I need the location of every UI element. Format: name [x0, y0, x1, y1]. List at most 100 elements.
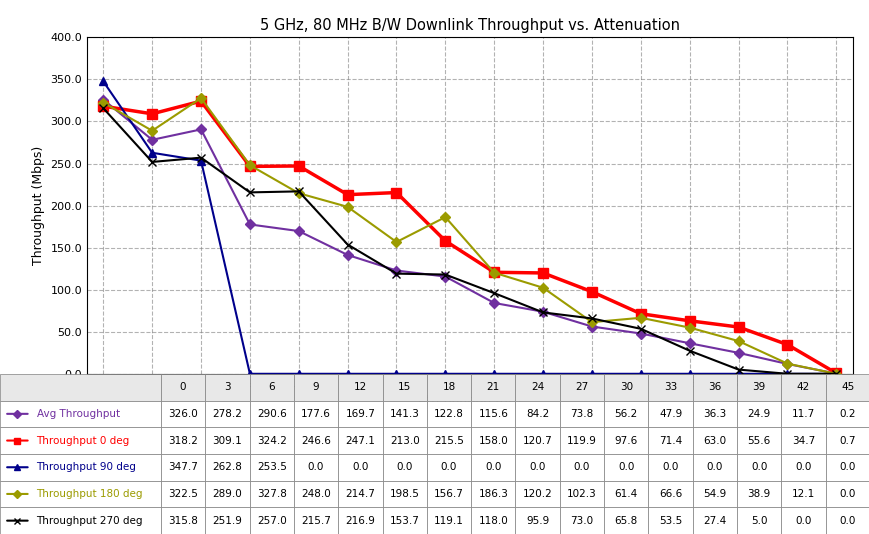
- Text: 63.0: 63.0: [702, 436, 726, 445]
- Throughput 270 deg: [488, 290, 499, 296]
- Bar: [382, 374, 427, 400]
- Text: 0.0: 0.0: [617, 462, 634, 472]
- Line: Throughput 180 deg: Throughput 180 deg: [100, 95, 839, 378]
- Text: 247.1: 247.1: [345, 436, 375, 445]
- Bar: [205, 427, 249, 454]
- Throughput 0 deg: [391, 190, 401, 196]
- Bar: [427, 454, 471, 481]
- Text: 278.2: 278.2: [212, 409, 242, 419]
- Text: 53.5: 53.5: [658, 516, 681, 525]
- Bar: [647, 507, 692, 534]
- Bar: [780, 427, 825, 454]
- Text: 158.0: 158.0: [478, 436, 507, 445]
- Text: 0.0: 0.0: [352, 462, 368, 472]
- Bar: [692, 507, 736, 534]
- Text: 11.7: 11.7: [791, 409, 814, 419]
- Throughput 180 deg: [781, 360, 792, 367]
- Bar: [514, 374, 559, 400]
- Text: 73.8: 73.8: [570, 409, 593, 419]
- Throughput 180 deg: [537, 285, 547, 291]
- Throughput 270 deg: [537, 309, 547, 316]
- Throughput 0 deg: [147, 111, 157, 117]
- Throughput 90 deg: [586, 371, 596, 377]
- Text: 33: 33: [663, 382, 676, 392]
- Throughput 270 deg: [830, 371, 840, 377]
- Bar: [559, 374, 603, 400]
- Throughput 90 deg: [684, 371, 694, 377]
- Text: 42: 42: [796, 382, 809, 392]
- Text: 347.7: 347.7: [168, 462, 198, 472]
- Text: 120.2: 120.2: [522, 489, 552, 499]
- Text: 122.8: 122.8: [434, 409, 463, 419]
- Text: 318.2: 318.2: [168, 436, 198, 445]
- Bar: [825, 374, 869, 400]
- Bar: [338, 374, 382, 400]
- Text: 5.0: 5.0: [750, 516, 766, 525]
- Bar: [692, 400, 736, 427]
- Text: Throughput 90 deg: Throughput 90 deg: [36, 462, 136, 472]
- Bar: [736, 454, 780, 481]
- Throughput 270 deg: [147, 159, 157, 165]
- Text: 95.9: 95.9: [526, 516, 548, 525]
- Throughput 180 deg: [342, 203, 353, 210]
- Text: 0.0: 0.0: [839, 489, 855, 499]
- Throughput 0 deg: [635, 311, 646, 317]
- Bar: [647, 481, 692, 507]
- Bar: [249, 481, 294, 507]
- Avg Throughput: [684, 340, 694, 347]
- Throughput 0 deg: [293, 163, 303, 169]
- Bar: [692, 454, 736, 481]
- Y-axis label: Throughput (Mbps): Throughput (Mbps): [32, 146, 45, 265]
- Avg Throughput: [488, 300, 499, 306]
- Text: 102.3: 102.3: [567, 489, 596, 499]
- Avg Throughput: [196, 126, 206, 132]
- Bar: [780, 507, 825, 534]
- Bar: [205, 507, 249, 534]
- Bar: [427, 481, 471, 507]
- Text: 153.7: 153.7: [389, 516, 419, 525]
- Bar: [205, 374, 249, 400]
- Throughput 180 deg: [488, 270, 499, 276]
- Text: Avg Throughput: Avg Throughput: [36, 409, 120, 419]
- Text: 198.5: 198.5: [389, 489, 419, 499]
- Bar: [559, 400, 603, 427]
- Throughput 90 deg: [342, 371, 353, 377]
- Bar: [825, 400, 869, 427]
- Throughput 90 deg: [98, 78, 109, 84]
- Bar: [161, 427, 205, 454]
- Bar: [427, 427, 471, 454]
- Avg Throughput: [98, 97, 109, 103]
- Throughput 180 deg: [98, 99, 109, 106]
- Text: 118.0: 118.0: [478, 516, 507, 525]
- Text: 3: 3: [224, 382, 230, 392]
- Bar: [294, 427, 338, 454]
- Bar: [161, 400, 205, 427]
- Throughput 90 deg: [781, 371, 792, 377]
- Text: 214.7: 214.7: [345, 489, 375, 499]
- Bar: [825, 427, 869, 454]
- Text: 326.0: 326.0: [168, 409, 198, 419]
- Bar: [514, 507, 559, 534]
- Text: 0.0: 0.0: [308, 462, 324, 472]
- Text: 327.8: 327.8: [256, 489, 287, 499]
- Text: 216.9: 216.9: [345, 516, 375, 525]
- Text: 73.0: 73.0: [570, 516, 593, 525]
- Throughput 90 deg: [488, 371, 499, 377]
- Bar: [647, 427, 692, 454]
- Bar: [471, 454, 514, 481]
- Text: 0.0: 0.0: [839, 516, 855, 525]
- Bar: [382, 427, 427, 454]
- Avg Throughput: [244, 221, 255, 227]
- Bar: [161, 454, 205, 481]
- Throughput 0 deg: [830, 370, 840, 376]
- Text: 0.0: 0.0: [529, 462, 545, 472]
- Throughput 0 deg: [537, 270, 547, 276]
- Text: 45: 45: [840, 382, 853, 392]
- Text: 115.6: 115.6: [478, 409, 507, 419]
- Avg Throughput: [440, 273, 450, 280]
- Line: Throughput 270 deg: Throughput 270 deg: [99, 104, 839, 378]
- Throughput 90 deg: [391, 371, 401, 377]
- Throughput 180 deg: [733, 338, 743, 344]
- Throughput 270 deg: [635, 326, 646, 332]
- Bar: [780, 400, 825, 427]
